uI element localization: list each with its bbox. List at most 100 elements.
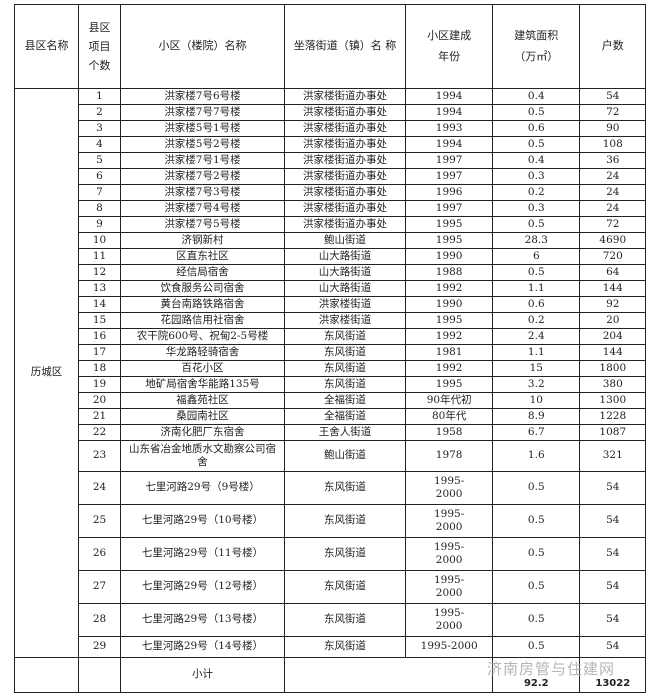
table-row: 6 洪家楼7号2号楼 洪家楼街道办事处 1997 0.3 24 <box>15 168 647 185</box>
row-index: 9 <box>78 216 121 233</box>
row-index: 12 <box>78 264 121 281</box>
build-year: 1995 <box>404 232 494 249</box>
build-year: 1997 <box>404 168 494 185</box>
table-row: 11 区直东社区 山大路街道 1990 6 720 <box>15 248 647 265</box>
street-name: 洪家楼街道办事处 <box>284 120 406 137</box>
community-name: 农干院600号、祝甸2-5号楼 <box>120 328 285 345</box>
street-name: 东风街道 <box>284 328 406 345</box>
street-name: 东风街道 <box>284 537 406 571</box>
household-count: 24 <box>579 200 647 217</box>
build-year: 1978 <box>404 440 494 472</box>
row-index: 2 <box>78 104 121 121</box>
community-name: 洪家楼7号2号楼 <box>120 168 285 185</box>
street-name: 山大路街道 <box>284 264 406 281</box>
community-name: 桑园南社区 <box>120 408 285 425</box>
street-name: 王舍人街道 <box>284 424 406 441</box>
header-area: 建筑面积（万㎡） <box>492 4 581 89</box>
table-row: 12 经信局宿舍 山大路街道 1988 0.5 64 <box>15 264 647 281</box>
street-name: 洪家楼街道办事处 <box>284 136 406 153</box>
header-year: 小区建成年份 <box>404 4 494 89</box>
street-name: 东风街道 <box>284 471 406 505</box>
build-year: 1992 <box>404 280 494 297</box>
housing-table: 县区名称 县区项目个数 小区（楼院）名称 坐落街道（镇）名 称 小区建成年份 建… <box>14 4 647 693</box>
row-index: 20 <box>78 392 121 409</box>
floor-area: 1.6 <box>492 440 581 472</box>
floor-area: 10 <box>492 392 581 409</box>
build-year: 1997 <box>404 200 494 217</box>
table-row: 18 百花小区 东风街道 1992 15 1800 <box>15 360 647 377</box>
household-count: 720 <box>579 248 647 265</box>
build-year: 1994 <box>404 88 494 105</box>
floor-area: 0.2 <box>492 184 581 201</box>
community-name: 洪家楼5号2号楼 <box>120 136 285 153</box>
household-count: 54 <box>579 603 647 637</box>
household-count: 1300 <box>579 392 647 409</box>
floor-area: 6 <box>492 248 581 265</box>
community-name: 洪家楼7号4号楼 <box>120 200 285 217</box>
row-index: 4 <box>78 136 121 153</box>
community-name: 花园路信用社宿舍 <box>120 312 285 329</box>
row-index: 7 <box>78 184 121 201</box>
street-name: 鲍山街道 <box>284 232 406 249</box>
community-name: 华龙路轻骑宿舍 <box>120 344 285 361</box>
build-year: 1981 <box>404 344 494 361</box>
row-index: 1 <box>78 88 121 105</box>
empty-cell <box>78 657 121 693</box>
street-name: 洪家楼街道办事处 <box>284 168 406 185</box>
street-name: 东风街道 <box>284 344 406 361</box>
floor-area: 15 <box>492 360 581 377</box>
floor-area: 0.5 <box>492 136 581 153</box>
header-count: 县区项目个数 <box>78 4 121 89</box>
row-index: 18 <box>78 360 121 377</box>
floor-area: 0.4 <box>492 152 581 169</box>
street-name: 洪家楼街道办事处 <box>284 200 406 217</box>
community-name: 山东省冶金地质水文勘察公司宿舍 <box>120 440 285 472</box>
build-year: 1995 <box>404 376 494 393</box>
community-name: 洪家楼7号3号楼 <box>120 184 285 201</box>
build-year: 1990 <box>404 296 494 313</box>
household-count: 90 <box>579 120 647 137</box>
household-count: 54 <box>579 504 647 538</box>
street-name: 东风街道 <box>284 504 406 538</box>
subtotal-area: 92.2 <box>492 657 581 693</box>
table-row: 16 农干院600号、祝甸2-5号楼 东风街道 1992 2.4 204 <box>15 328 647 345</box>
row-index: 10 <box>78 232 121 249</box>
community-name: 区直东社区 <box>120 248 285 265</box>
floor-area: 6.7 <box>492 424 581 441</box>
community-name: 七里河路29号（12号楼） <box>120 570 285 604</box>
build-year: 1958 <box>404 424 494 441</box>
build-year: 1995-2000 <box>404 471 494 505</box>
row-index: 3 <box>78 120 121 137</box>
table-row: 27 七里河路29号（12号楼） 东风街道 1995-2000 0.5 54 <box>15 570 647 604</box>
street-name: 全福街道 <box>284 392 406 409</box>
community-name: 洪家楼5号1号楼 <box>120 120 285 137</box>
street-name: 鲍山街道 <box>284 440 406 472</box>
floor-area: 2.4 <box>492 328 581 345</box>
row-index: 28 <box>78 603 121 637</box>
row-index: 6 <box>78 168 121 185</box>
household-count: 24 <box>579 168 647 185</box>
table-row: 29 七里河路29号（14号楼） 东风街道 1995-2000 0.5 54 <box>15 636 647 658</box>
household-count: 1800 <box>579 360 647 377</box>
build-year: 1995-2000 <box>404 570 494 604</box>
table-row: 26 七里河路29号（11号楼） 东风街道 1995-2000 0.5 54 <box>15 537 647 571</box>
table-row: 15 花园路信用社宿舍 洪家楼街道 1995 0.2 20 <box>15 312 647 329</box>
table-row: 4 洪家楼5号2号楼 洪家楼街道办事处 1994 0.5 108 <box>15 136 647 153</box>
community-name: 济钢新村 <box>120 232 285 249</box>
street-name: 东风街道 <box>284 603 406 637</box>
floor-area: 1.1 <box>492 344 581 361</box>
household-count: 108 <box>579 136 647 153</box>
floor-area: 0.5 <box>492 636 581 658</box>
empty-cell <box>283 657 494 693</box>
household-count: 24 <box>579 184 647 201</box>
floor-area: 0.5 <box>492 104 581 121</box>
table-row: 历城区 1 洪家楼7号6号楼 洪家楼街道办事处 1994 0.4 54 <box>14 88 647 658</box>
household-count: 20 <box>579 312 647 329</box>
row-index: 23 <box>78 440 121 472</box>
floor-area: 0.5 <box>492 504 581 538</box>
household-count: 54 <box>579 537 647 571</box>
table-row: 25 七里河路29号（10号楼） 东风街道 1995-2000 0.5 54 <box>15 504 647 538</box>
floor-area: 0.5 <box>492 264 581 281</box>
community-name: 洪家楼7号7号楼 <box>120 104 285 121</box>
build-year: 1995-2000 <box>404 603 494 637</box>
